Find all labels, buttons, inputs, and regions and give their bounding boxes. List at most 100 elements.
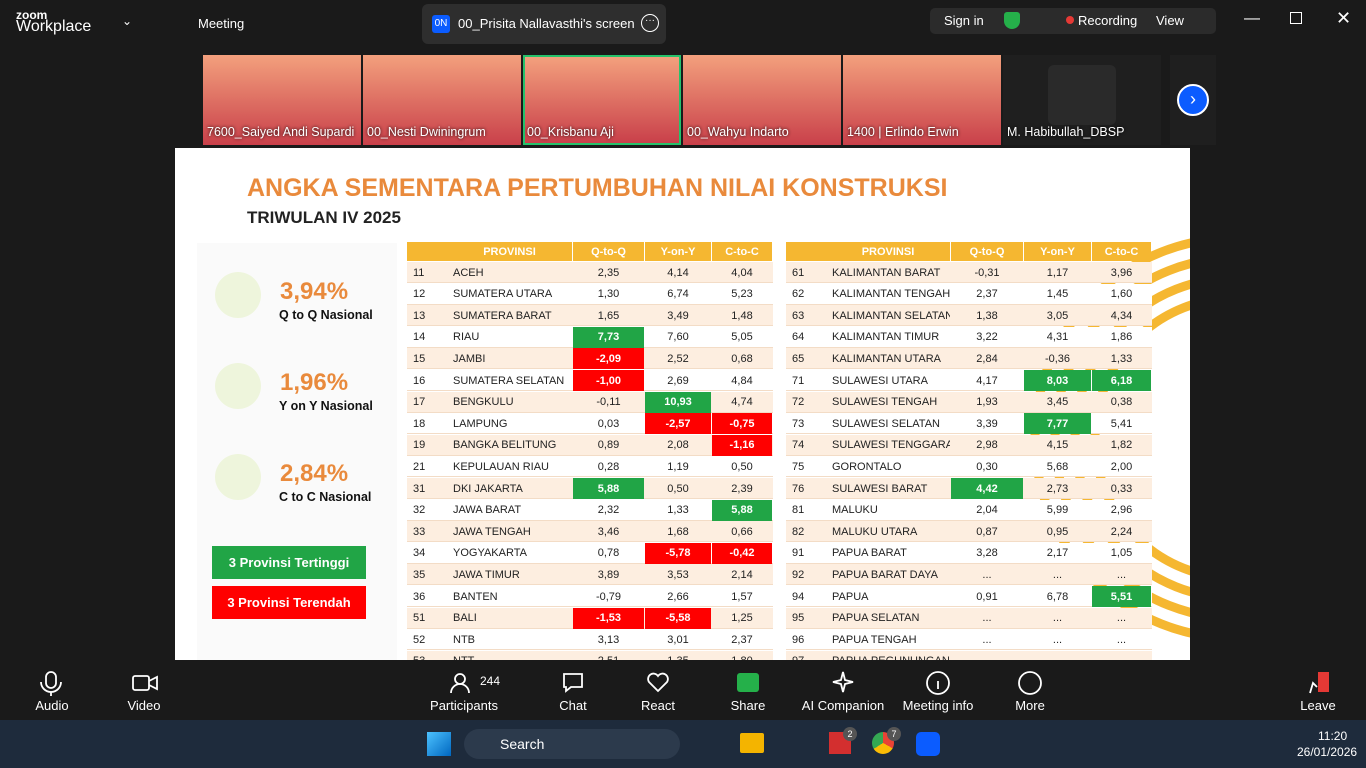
stat-icon [215,363,261,409]
table-cell: 92 [792,568,805,581]
toolbar [0,660,1366,720]
table-cell: 74 [792,439,805,452]
participant-name: M. Habibullah_DBSP [1007,125,1125,139]
share-tab[interactable]: 00_Prisita Nallavasthi's screen [458,16,635,31]
chevron[interactable]: ⌄ [122,14,133,28]
participants[interactable]: Participants [430,698,498,713]
value-cell: 2,51 [573,651,644,660]
value-cell: 1,57 [731,590,753,603]
search[interactable]: Search [500,736,545,752]
maximize[interactable] [1290,12,1302,24]
table-cell: 91 [792,547,805,560]
value-cell: 3,45 [1046,396,1069,409]
slide-subtitle: TRIWULAN IV 2025 [247,208,401,227]
close[interactable]: ✕ [1336,8,1352,28]
value-cell: 4,31 [1046,331,1069,344]
share-badge: 0N [432,15,450,33]
table-cell: 15 [413,352,426,365]
value-cell: 3,49 [667,309,689,322]
stat-icon [215,454,261,500]
table-cell: 21 [413,460,426,473]
table-cell: SULAWESI TENGGARA [832,439,950,452]
row-bg [407,650,773,660]
value-cell: 7,77 [1024,413,1091,435]
value-cell: 0,03 [597,417,620,430]
value-cell: -5,58 [645,607,711,629]
table-cell: RIAU [453,331,480,344]
explorer-icon[interactable] [740,733,764,753]
video[interactable]: Video [127,698,161,713]
stat-label: C to C Nasional [279,490,372,504]
table-cell: 34 [413,547,426,560]
row-bg [786,456,1152,478]
table-cell: JAWA BARAT [453,504,522,517]
table-cell: 61 [792,266,805,279]
start-button[interactable] [427,732,451,756]
table-cell: SULAWESI BARAT [832,482,928,495]
value-cell: 4,15 [1046,439,1069,452]
value-cell: 10,93 [645,391,711,413]
shield-icon [1004,12,1020,29]
table-cell: 75 [792,460,805,473]
view[interactable]: View [1156,13,1184,28]
leave[interactable]: Leave [1300,698,1336,713]
table-cell: PAPUA [832,590,869,603]
value-cell: ... [1092,651,1151,660]
value-cell: 3,28 [976,547,998,560]
table-cell: 71 [792,374,805,387]
avatar [1048,65,1116,125]
share[interactable]: Share [730,698,766,713]
recording[interactable]: Recording [1078,13,1138,28]
row-bg [786,542,1152,564]
more-icon[interactable]: ··· [641,14,659,32]
meeting-tab[interactable]: Meeting [198,16,245,31]
value-cell: 6,18 [1092,370,1151,391]
next-button[interactable]: › [1177,84,1209,116]
row-bg [786,262,1152,283]
table-cell: 18 [413,417,426,430]
value-cell: 5,88 [712,499,772,521]
minimize[interactable]: — [1244,10,1260,27]
zoom-icon[interactable] [916,732,940,756]
value-cell: -2,09 [573,348,644,370]
row-bg [786,607,1152,629]
table-cell: PAPUA BARAT [832,547,907,560]
share-tab-bg[interactable] [422,4,666,44]
chat[interactable]: Chat [559,698,587,713]
value-cell: 0,33 [1110,482,1133,495]
value-cell: 2,32 [597,504,620,517]
row-bg [407,629,773,651]
row-bg [786,650,1152,660]
table-cell: 64 [792,331,805,344]
row-bg [786,305,1152,327]
legend-item: 3 Provinsi Tertinggi [212,546,366,579]
ai-companion[interactable]: AI Companion [801,698,885,713]
value-cell: 6,78 [1046,590,1069,603]
column-header: Y-on-Y [1024,242,1091,261]
value-cell: 2,14 [731,568,753,581]
taskbar [0,720,1366,768]
table-cell: SUMATERA SELATAN [453,374,565,387]
value-cell: -5,78 [645,542,711,564]
column-header: C-to-C [1092,242,1151,261]
value-cell: 3,89 [597,568,620,581]
audio[interactable]: Audio [35,698,69,713]
react[interactable]: React [641,698,675,713]
more[interactable]: More [1015,698,1045,713]
table-cell: 82 [792,525,805,538]
table-cell: KALIMANTAN TENGAH [832,288,950,301]
value-cell: -0,36 [1044,352,1071,365]
value-cell: 4,84 [731,374,753,387]
sign-in[interactable]: Sign in [944,13,984,28]
value-cell: 0,68 [731,352,753,365]
value-cell: 0,78 [597,547,620,560]
value-cell: 5,88 [573,478,644,499]
value-cell: 2,37 [731,633,753,646]
table-cell: 52 [413,633,426,646]
meeting-info[interactable]: Meeting info [902,698,974,713]
value-cell: 4,34 [1110,309,1133,322]
value-cell: ... [1052,633,1063,646]
value-cell: 1,80 [712,651,772,660]
search-box[interactable] [464,729,680,759]
